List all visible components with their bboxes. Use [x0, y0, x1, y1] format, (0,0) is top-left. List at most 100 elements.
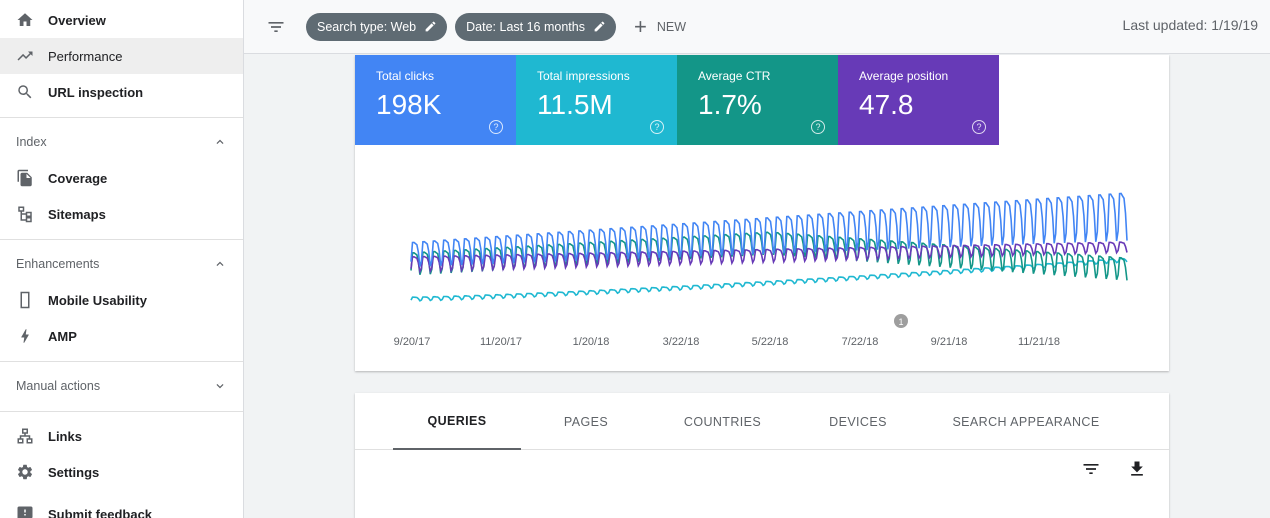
- chip-label: Search type: Web: [317, 19, 417, 34]
- sidebar-item-submit-feedback[interactable]: Submit feedback: [0, 496, 243, 518]
- sidebar-item-settings[interactable]: Settings: [0, 454, 243, 490]
- filter-icon[interactable]: [266, 17, 286, 37]
- sidebar-item-mobile-usability[interactable]: Mobile Usability: [0, 282, 243, 318]
- sidebar-item-label: Settings: [48, 464, 100, 480]
- x-tick-label: 7/22/18: [842, 336, 879, 348]
- help-icon[interactable]: ?: [811, 120, 825, 134]
- x-tick-label: 3/22/18: [663, 336, 700, 348]
- tab-countries[interactable]: COUNTRIES: [665, 393, 780, 450]
- sidebar-item-sitemaps[interactable]: Sitemaps: [0, 196, 243, 232]
- phone-icon: [16, 291, 34, 309]
- metric-label: Total impressions: [537, 69, 630, 83]
- metric-value: 198K: [376, 89, 442, 120]
- metric-value: 11.5M: [537, 89, 613, 120]
- annotation-label: 1: [898, 317, 903, 327]
- sidebar-item-label: Mobile Usability: [48, 292, 147, 308]
- section-header-manual-actions[interactable]: Manual actions: [0, 368, 243, 404]
- dimensions-card: QUERIES PAGES COUNTRIES DEVICES SEARCH A…: [355, 393, 1169, 518]
- x-tick-label: 9/21/18: [931, 336, 968, 348]
- sidebar-divider: [0, 239, 243, 240]
- chevron-down-icon: [216, 384, 224, 389]
- tab-queries[interactable]: QUERIES: [393, 393, 521, 450]
- chevron-up-icon: [216, 139, 224, 144]
- metric-label: Average CTR: [698, 69, 771, 83]
- x-tick-label: 11/21/18: [1018, 336, 1060, 348]
- metric-value: 47.8: [859, 89, 914, 120]
- help-icon[interactable]: ?: [972, 120, 986, 134]
- metric-tiles: Total clicks 198K ? Total impressions 11…: [355, 55, 1169, 145]
- metric-average-ctr[interactable]: Average CTR 1.7% ?: [677, 55, 838, 145]
- search-type-chip[interactable]: Search type: Web: [306, 12, 448, 41]
- x-tick-label: 9/20/17: [394, 336, 431, 348]
- sidebar-item-url-inspection[interactable]: URL inspection: [0, 74, 243, 110]
- series-line-clicks: [410, 192, 1128, 267]
- search-icon: [16, 83, 34, 101]
- section-title: Enhancements: [16, 257, 100, 271]
- last-updated: Last updated: 1/19/19: [1122, 17, 1258, 33]
- metric-total-clicks[interactable]: Total clicks 198K ?: [355, 55, 516, 145]
- section-title: Manual actions: [16, 379, 101, 393]
- feedback-icon: [16, 505, 34, 518]
- performance-chart[interactable]: 9/20/17 11/20/17 1/20/18 3/22/18 5/22/18 7/22…: [355, 145, 1169, 371]
- trending-up-icon: [16, 47, 34, 65]
- filter-icon[interactable]: [1081, 459, 1101, 479]
- sidebar-item-label: Sitemaps: [48, 206, 106, 222]
- metric-average-position[interactable]: Average position 47.8 ?: [838, 55, 999, 145]
- bolt-icon: [16, 327, 34, 345]
- sidebar-item-label: Submit feedback: [48, 506, 153, 518]
- performance-card: Total clicks 198K ? Total impressions 11…: [355, 55, 1169, 371]
- x-tick-label: 11/20/17: [480, 336, 522, 348]
- sidebar-item-links[interactable]: Links: [0, 418, 243, 454]
- sidebar-divider: [0, 117, 243, 118]
- metric-value: 1.7%: [698, 89, 762, 120]
- series-line-ctr: [410, 231, 1128, 281]
- tab-label: DEVICES: [829, 414, 887, 429]
- series-line-impressions: [410, 257, 1128, 302]
- sidebar-divider: [0, 411, 243, 412]
- section-header-enhancements[interactable]: Enhancements: [0, 246, 243, 282]
- plus-icon: +: [633, 13, 647, 39]
- help-icon[interactable]: ?: [489, 120, 503, 134]
- sidebar-item-coverage[interactable]: Coverage: [0, 160, 243, 196]
- sidebar-item-label: Overview: [48, 12, 106, 28]
- sidebar-item-amp[interactable]: AMP: [0, 318, 243, 354]
- top-bar: Search type: Web Date: Last 16 months + …: [244, 0, 1270, 54]
- x-tick-label: 5/22/18: [752, 336, 789, 348]
- help-icon[interactable]: ?: [650, 120, 664, 134]
- pencil-icon: [594, 21, 605, 32]
- tab-pages[interactable]: PAGES: [535, 393, 637, 450]
- tab-label: PAGES: [563, 414, 609, 429]
- gear-icon: [16, 463, 34, 481]
- sitemap-icon: [16, 205, 34, 223]
- annotation-marker[interactable]: 1: [894, 314, 908, 328]
- home-icon: [16, 11, 34, 29]
- tab-search-appearance[interactable]: SEARCH APPEARANCE: [945, 393, 1107, 450]
- sidebar: Overview Performance URL inspection Inde…: [0, 0, 244, 518]
- sidebar-item-label: URL inspection: [48, 84, 144, 100]
- tab-devices[interactable]: DEVICES: [810, 393, 906, 450]
- x-tick-label: 1/20/18: [573, 336, 610, 348]
- series-line-position: [410, 241, 1128, 275]
- new-label: NEW: [656, 19, 686, 34]
- sidebar-item-performance[interactable]: Performance: [0, 38, 243, 74]
- metric-label: Total clicks: [376, 69, 435, 83]
- chevron-up-icon: [216, 261, 224, 266]
- section-title: Index: [16, 135, 47, 149]
- pencil-icon: [425, 21, 436, 32]
- download-icon[interactable]: [1127, 459, 1147, 479]
- new-filter-button[interactable]: + NEW: [633, 13, 686, 39]
- section-header-index[interactable]: Index: [0, 124, 243, 160]
- table-tools: [1081, 459, 1147, 479]
- sidebar-item-label: Performance: [48, 48, 123, 64]
- links-icon: [16, 427, 34, 445]
- chip-label: Date: Last 16 months: [466, 19, 585, 34]
- tab-label: SEARCH APPEARANCE: [952, 414, 1100, 429]
- sidebar-divider: [0, 361, 243, 362]
- metric-total-impressions[interactable]: Total impressions 11.5M ?: [516, 55, 677, 145]
- sidebar-item-label: Coverage: [48, 170, 108, 186]
- sidebar-item-overview[interactable]: Overview: [0, 2, 243, 38]
- sidebar-item-label: AMP: [48, 328, 77, 344]
- tab-label: QUERIES: [427, 413, 487, 428]
- date-chip[interactable]: Date: Last 16 months: [455, 12, 616, 41]
- dimension-tabs: QUERIES PAGES COUNTRIES DEVICES SEARCH A…: [355, 393, 1169, 450]
